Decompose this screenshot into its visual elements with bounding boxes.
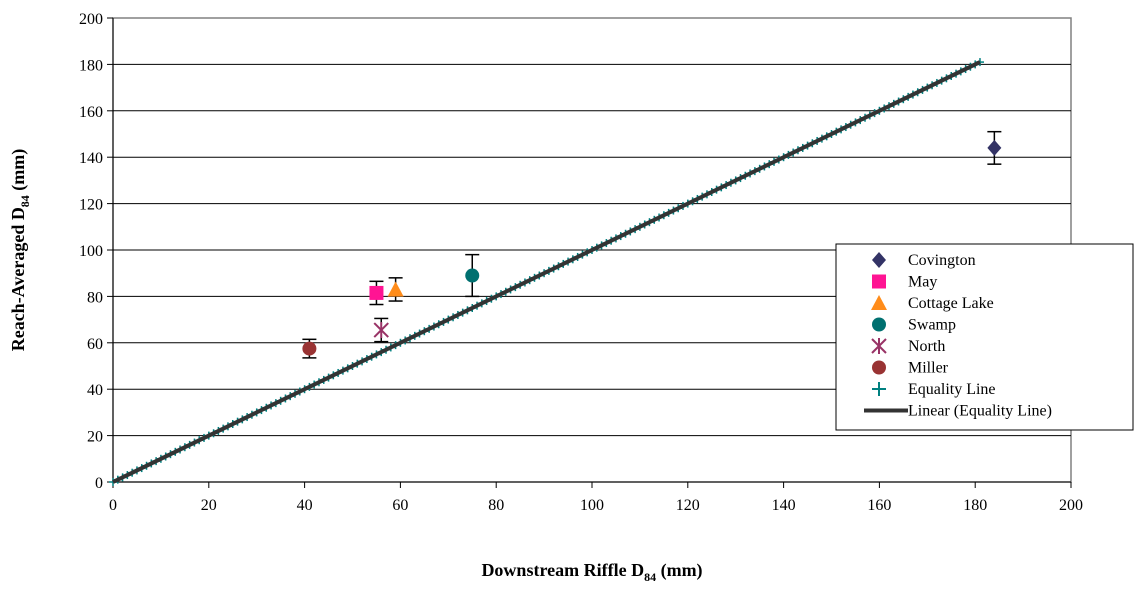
x-tick-label: 140 — [772, 497, 796, 514]
x-tick-label: 100 — [580, 497, 604, 514]
legend-item-linear-equality-line-: Linear (Equality Line) — [864, 403, 1052, 420]
marker-covington — [987, 139, 1002, 156]
marker-swamp — [465, 268, 480, 283]
y-tick-label: 0 — [95, 475, 103, 492]
legend-item-swamp: Swamp — [872, 317, 956, 334]
point-swamp — [465, 253, 480, 298]
legend-label: Linear (Equality Line) — [908, 403, 1052, 420]
legend-label: Swamp — [908, 317, 956, 334]
x-axis-ticks: 0 20 40 60 80 100 120 140 160 180 200 — [109, 481, 1083, 514]
x-tick-label: 0 — [109, 497, 117, 514]
legend-label: North — [908, 338, 945, 355]
y-tick-label: 60 — [87, 336, 103, 353]
x-tick-label: 60 — [392, 497, 408, 514]
linear-trendline — [112, 60, 981, 484]
legend-item-equality-line: Equality Line — [872, 381, 996, 398]
x-tick-label: 160 — [867, 497, 891, 514]
legend-item-may: May — [872, 274, 937, 291]
y-axis-ticks: 0 20 40 60 80 100 120 140 160 180 200 — [79, 11, 114, 492]
x-tick-label: 80 — [488, 497, 504, 514]
y-tick-label: 40 — [87, 382, 103, 399]
legend-marker — [872, 252, 886, 268]
y-tick-label: 200 — [79, 11, 103, 28]
legend-marker — [871, 295, 887, 310]
y-tick-label: 160 — [79, 104, 103, 121]
marker-north — [373, 322, 389, 339]
y-tick-label: 120 — [79, 197, 103, 214]
y-tick-label: 20 — [87, 429, 103, 446]
point-may — [369, 280, 384, 306]
legend-marker — [872, 274, 886, 289]
legend-label: Equality Line — [908, 381, 996, 398]
legend-item-covington: Covington — [872, 252, 976, 269]
point-north — [373, 317, 389, 343]
point-cottage-lake — [387, 277, 404, 302]
marker-cottage-lake — [387, 281, 404, 297]
legend-label: Cottage Lake — [908, 295, 994, 312]
legend-item-cottage-lake: Cottage Lake — [871, 295, 994, 312]
legend-marker — [872, 360, 886, 375]
y-tick-label: 100 — [79, 243, 103, 260]
x-tick-label: 120 — [676, 497, 700, 514]
legend-item-north: North — [871, 338, 945, 355]
legend-label: May — [908, 274, 937, 291]
x-tick-label: 200 — [1059, 497, 1083, 514]
legend-label: Miller — [908, 360, 949, 377]
x-tick-label: 20 — [201, 497, 217, 514]
data-points — [302, 130, 1002, 359]
legend-marker — [871, 338, 887, 354]
y-axis-title: Reach-Averaged D84 (mm) — [8, 149, 32, 352]
y-tick-label: 80 — [87, 289, 103, 306]
legend: Covington May Cottage Lake Swamp North Miller… — [835, 243, 1134, 431]
marker-miller — [302, 341, 317, 356]
point-miller — [302, 338, 317, 359]
x-tick-label: 40 — [297, 497, 313, 514]
legend-item-miller: Miller — [872, 360, 949, 377]
x-tick-label: 180 — [963, 497, 987, 514]
y-tick-label: 180 — [79, 57, 103, 74]
point-covington — [987, 130, 1002, 165]
legend-marker — [872, 317, 886, 332]
legend-label: Covington — [908, 252, 976, 269]
y-tick-label: 140 — [79, 150, 103, 167]
marker-may — [369, 285, 384, 300]
equality-line-series — [109, 58, 984, 486]
legend-marker — [872, 382, 886, 396]
x-axis-title: Downstream Riffle D84 (mm) — [481, 560, 702, 584]
gridlines — [113, 63, 1071, 437]
